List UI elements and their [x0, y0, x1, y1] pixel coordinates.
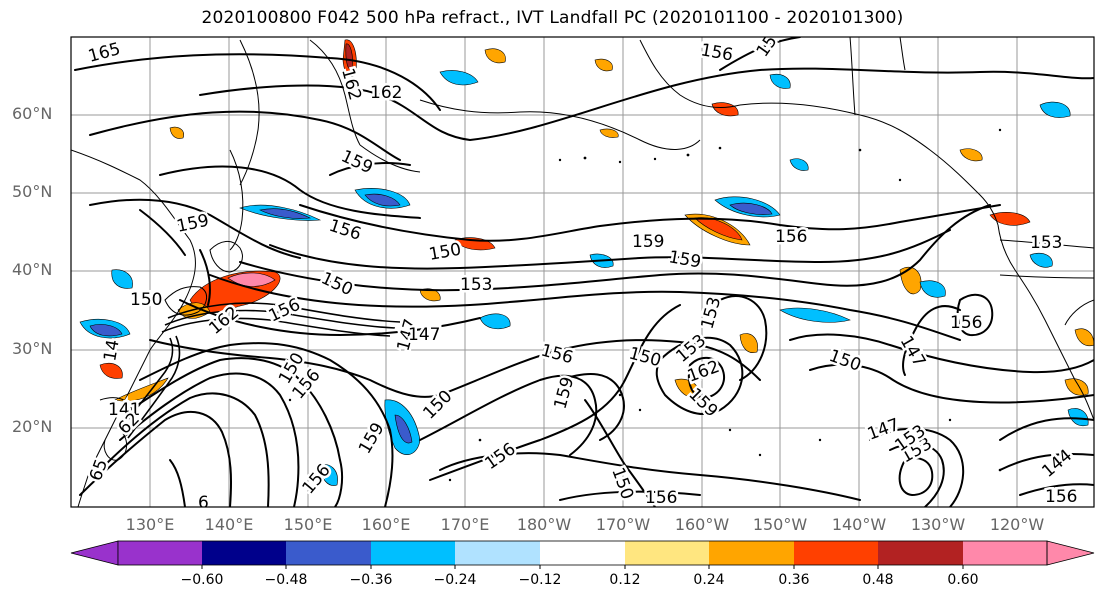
contour-label: 153	[460, 275, 492, 295]
lon-label: 160°W	[674, 515, 730, 534]
contour-label: 162	[370, 83, 402, 103]
contour-label: 156	[1045, 487, 1077, 507]
lon-label: 160°E	[361, 515, 411, 534]
lat-label: 30°N	[12, 339, 53, 358]
contour-label-halo: 153	[1030, 233, 1062, 253]
coastlines	[71, 37, 1094, 507]
contour-label-halo: 156	[950, 313, 982, 333]
colorbar-tick-label: 0.48	[862, 572, 894, 588]
contour-label-halo: 153	[460, 275, 492, 295]
lat-label: 50°N	[12, 182, 53, 201]
contour-label-halo: 141	[108, 400, 140, 420]
contour-label: 156	[645, 488, 677, 508]
contour-label-halo: 159	[632, 232, 664, 252]
colorbar-border	[117, 540, 1048, 566]
contour-label-halo: 156	[775, 227, 807, 247]
lon-label: 140°E	[204, 515, 254, 534]
colorbar-tick-label: 0.36	[778, 572, 810, 588]
contour-label: 141	[108, 400, 140, 420]
colorbar-extend-high	[1046, 540, 1095, 566]
colorbar-segment	[625, 541, 709, 565]
colorbar-extend-low	[70, 540, 119, 566]
colorbar-segment	[118, 541, 202, 565]
contour-label: 156	[950, 313, 982, 333]
lon-label: 170°E	[440, 515, 490, 534]
contour-label: 6	[198, 493, 209, 513]
lon-label: 150°E	[283, 515, 333, 534]
colorbar-tick-label: −0.48	[264, 572, 308, 588]
contour-label-halo: 150	[130, 290, 162, 310]
colorbar-segment	[540, 541, 625, 565]
contour-label: 150	[130, 290, 162, 310]
contour-label: 162	[632, 230, 664, 250]
colorbar-segment	[455, 541, 540, 565]
contour-bundle	[119, 302, 401, 439]
lat-label: 60°N	[12, 104, 53, 123]
contour-label-halo: 6	[198, 493, 209, 513]
contour-label-halo: 156	[1045, 487, 1077, 507]
lon-label: 170°W	[595, 515, 651, 534]
contour-lines	[74, 37, 1094, 507]
contour-label-halo: 162	[632, 230, 664, 250]
colorbar-tick-label: 0.60	[947, 572, 979, 588]
lat-label: 40°N	[12, 260, 53, 279]
lon-label: 140°W	[831, 515, 887, 534]
contour-label-halo: 162	[370, 83, 402, 103]
colorbar-tick-label: −0.24	[433, 572, 477, 588]
colorbar-tick-label: 0.12	[609, 572, 641, 588]
colorbar-segment	[794, 541, 878, 565]
colorbar-segment	[878, 541, 963, 565]
lon-label: 130°E	[125, 515, 175, 534]
colorbar-segment	[709, 541, 794, 565]
contour-label-halo: 156	[645, 488, 677, 508]
contour-label: 147	[408, 325, 440, 345]
chart-title: 2020100800 F042 500 hPa refract., IVT La…	[201, 8, 904, 28]
filled-contours	[79, 39, 1094, 486]
lat-label: 20°N	[12, 417, 53, 436]
colorbar-segment	[371, 541, 455, 565]
colorbar-tick-label: −0.12	[518, 572, 562, 588]
contour-label-halo: 147	[408, 325, 440, 345]
contour-label: 156	[775, 227, 807, 247]
lon-label: 180°W	[516, 515, 572, 534]
colorbar-segment	[202, 541, 286, 565]
island-dots	[288, 128, 1002, 482]
colorbar-segment	[963, 541, 1047, 565]
lon-label: 120°W	[989, 515, 1045, 534]
lon-label: 150°W	[752, 515, 808, 534]
colorbar	[70, 540, 1095, 569]
contour-label: 153	[1030, 233, 1062, 253]
lon-label: 130°W	[910, 515, 966, 534]
contour-label: 159	[632, 232, 664, 252]
contour-label: 14	[100, 338, 123, 363]
colorbar-tick-label: 0.24	[693, 572, 725, 588]
colorbar-tick-label: −0.36	[349, 572, 393, 588]
colorbar-tick-label: −0.60	[180, 572, 224, 588]
colorbar-segment	[286, 541, 371, 565]
map-frame	[70, 36, 1095, 508]
